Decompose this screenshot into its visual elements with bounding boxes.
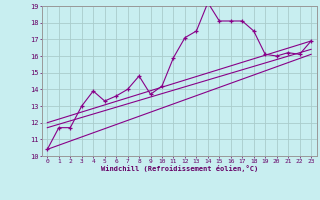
X-axis label: Windchill (Refroidissement éolien,°C): Windchill (Refroidissement éolien,°C) xyxy=(100,165,258,172)
